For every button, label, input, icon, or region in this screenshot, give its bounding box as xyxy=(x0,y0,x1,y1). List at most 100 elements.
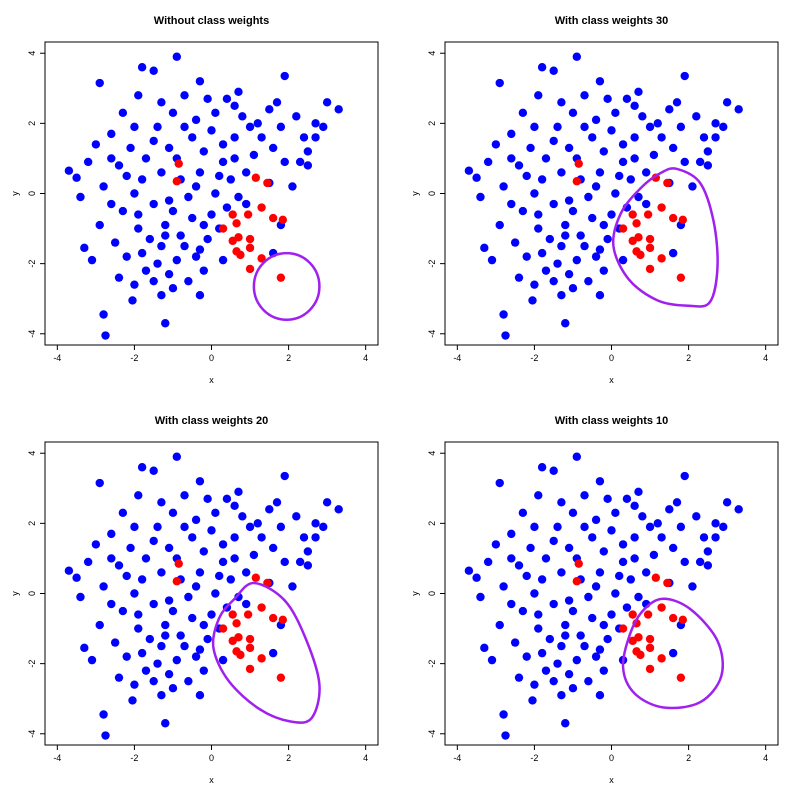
point-majority xyxy=(703,147,713,156)
point-majority xyxy=(507,199,516,209)
point-majority xyxy=(319,122,328,132)
point-majority xyxy=(126,543,135,553)
point-majority xyxy=(580,122,589,132)
point-minority xyxy=(268,613,278,623)
point-majority xyxy=(711,533,720,542)
x-tick-label: -4 xyxy=(453,353,461,363)
point-majority xyxy=(157,568,166,577)
point-majority xyxy=(245,522,255,532)
point-majority xyxy=(514,161,524,170)
point-majority xyxy=(528,296,537,305)
point-majority xyxy=(599,666,608,675)
point-majority xyxy=(599,547,608,556)
point-majority xyxy=(191,182,201,191)
point-majority xyxy=(487,655,497,665)
point-minority xyxy=(643,610,653,619)
point-majority xyxy=(507,554,516,563)
point-majority xyxy=(161,719,170,728)
point-majority xyxy=(518,206,528,216)
point-majority xyxy=(676,122,686,132)
point-majority xyxy=(568,683,578,693)
point-majority xyxy=(568,606,578,616)
point-majority xyxy=(561,620,570,630)
point-majority xyxy=(584,676,593,686)
point-majority xyxy=(249,150,259,160)
point-minority xyxy=(236,650,245,660)
point-majority xyxy=(230,554,239,563)
y-tick-label: 0 xyxy=(27,191,37,196)
point-majority xyxy=(241,599,251,609)
y-axis-label: y xyxy=(10,191,20,196)
point-minority xyxy=(572,577,582,586)
point-majority xyxy=(241,568,251,577)
point-majority xyxy=(584,276,593,286)
point-majority xyxy=(114,273,124,282)
point-majority xyxy=(184,676,193,686)
point-majority xyxy=(695,557,705,567)
point-majority xyxy=(95,78,104,88)
point-majority xyxy=(134,210,143,219)
point-majority xyxy=(91,140,101,149)
point-majority xyxy=(303,147,313,156)
point-majority xyxy=(118,206,128,216)
point-minority xyxy=(663,178,672,188)
point-majority xyxy=(480,643,489,653)
point-majority xyxy=(557,498,566,507)
point-majority xyxy=(645,122,655,132)
point-minority xyxy=(232,619,241,628)
point-majority xyxy=(572,655,582,665)
point-majority xyxy=(218,540,228,549)
point-majority xyxy=(603,634,612,644)
point-majority xyxy=(80,243,89,253)
point-majority xyxy=(334,505,343,514)
point-minority xyxy=(651,573,661,582)
point-majority xyxy=(499,310,508,319)
point-majority xyxy=(641,568,651,577)
point-majority xyxy=(495,78,504,88)
point-majority xyxy=(618,255,628,265)
point-majority xyxy=(557,641,566,651)
y-tick-label: 0 xyxy=(427,591,437,596)
point-majority xyxy=(157,98,166,107)
point-majority xyxy=(688,582,697,591)
point-majority xyxy=(257,133,266,142)
point-majority xyxy=(168,508,178,518)
point-majority xyxy=(472,573,481,582)
point-majority xyxy=(572,52,582,61)
point-minority xyxy=(628,236,637,246)
y-tick-label: -2 xyxy=(27,660,37,668)
point-majority xyxy=(265,105,274,114)
point-majority xyxy=(630,554,639,563)
point-majority xyxy=(599,266,608,275)
point-majority xyxy=(230,101,239,111)
point-majority xyxy=(607,610,616,619)
point-majority xyxy=(157,641,166,651)
point-minority xyxy=(645,664,655,674)
point-minority xyxy=(218,624,228,633)
x-axis-label: x xyxy=(609,375,614,385)
point-minority xyxy=(263,178,272,188)
point-majority xyxy=(641,199,651,209)
point-majority xyxy=(118,508,128,518)
point-majority xyxy=(311,533,320,542)
x-tick-label: -2 xyxy=(130,353,138,363)
point-majority xyxy=(268,543,278,553)
point-majority xyxy=(137,463,147,472)
decision-boundary xyxy=(211,581,321,724)
point-majority xyxy=(599,620,608,630)
point-majority xyxy=(230,501,239,511)
point-majority xyxy=(491,140,501,149)
point-majority xyxy=(118,108,128,118)
point-majority xyxy=(680,471,689,481)
point-majority xyxy=(588,613,597,623)
point-majority xyxy=(564,196,574,205)
point-majority xyxy=(699,133,709,142)
point-majority xyxy=(288,182,297,191)
point-minority xyxy=(228,236,237,246)
point-majority xyxy=(184,592,193,602)
point-majority xyxy=(530,280,539,289)
point-minority xyxy=(278,615,288,625)
point-majority xyxy=(595,291,605,300)
x-tick-label: -2 xyxy=(130,753,138,763)
point-majority xyxy=(534,210,543,219)
